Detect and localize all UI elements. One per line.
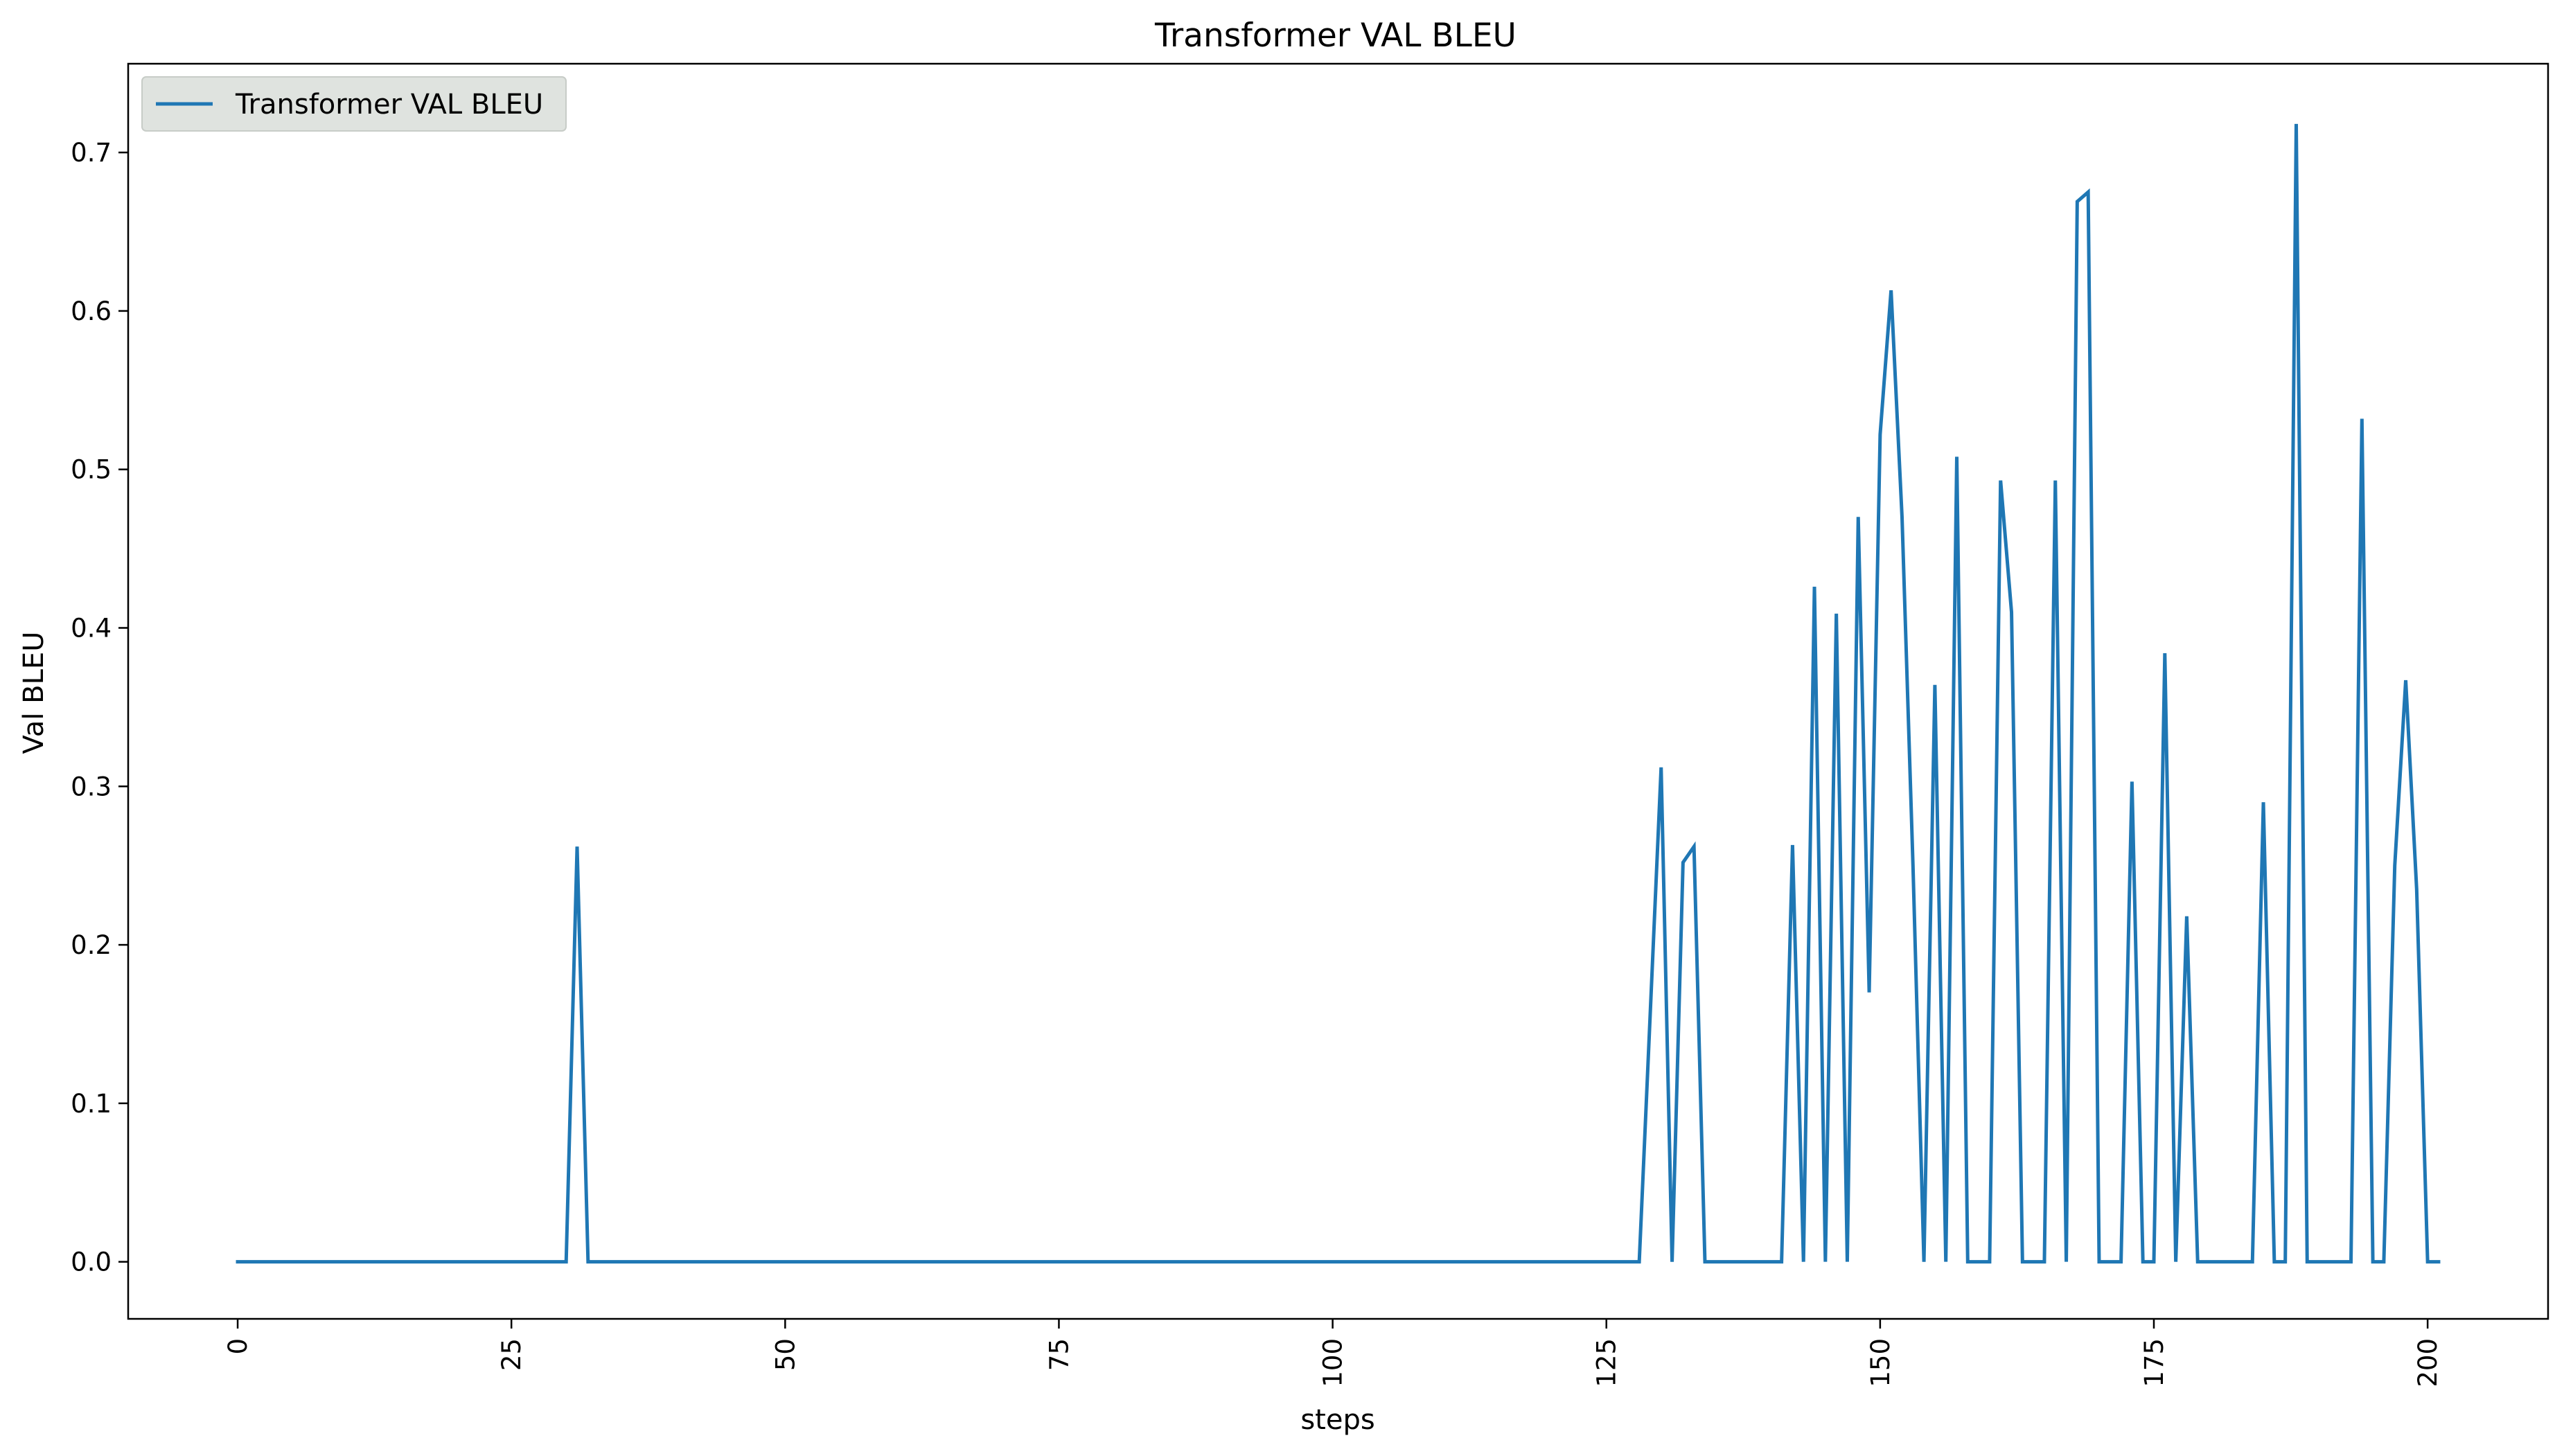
y-axis-label: Val BLEU — [18, 632, 50, 754]
y-axis: 0.0 0.1 0.2 0.3 0.4 0.5 0.6 0.7 — [71, 138, 128, 1277]
x-tick-label: 125 — [1592, 1338, 1622, 1387]
y-tick-label: 0.0 — [71, 1248, 112, 1277]
y-tick-label: 0.2 — [71, 930, 112, 960]
y-tick-label: 0.5 — [71, 455, 112, 485]
x-tick-label: 50 — [770, 1338, 800, 1371]
chart-title: Transformer VAL BLEU — [1154, 17, 1517, 55]
series-layer — [236, 123, 2441, 1264]
legend-box — [141, 76, 567, 132]
plot-frame — [127, 62, 2549, 1320]
x-tick-label: 100 — [1318, 1338, 1348, 1387]
x-tick-label: 200 — [2413, 1338, 2443, 1387]
plot-area — [127, 62, 2549, 1320]
y-tick-label: 0.3 — [71, 772, 112, 801]
x-axis: 0 25 50 75 100 125 150 175 200 — [223, 1319, 2443, 1387]
y-tick-label: 0.1 — [71, 1089, 112, 1119]
x-tick-label: 75 — [1044, 1338, 1074, 1371]
x-tick-label: 150 — [1866, 1338, 1895, 1387]
x-tick-label: 0 — [223, 1338, 253, 1355]
y-tick-label: 0.4 — [71, 613, 112, 643]
legend: Transformer VAL BLEU — [141, 76, 567, 132]
plot-background — [128, 64, 2548, 1319]
y-tick-label: 0.6 — [71, 296, 112, 326]
y-tick-label: 0.7 — [71, 138, 112, 168]
series-line — [236, 123, 2441, 1264]
x-tick-label: 175 — [2139, 1338, 2169, 1387]
x-tick-label: 25 — [497, 1338, 527, 1371]
legend-label: Transformer VAL BLEU — [235, 89, 543, 121]
x-axis-label: steps — [1300, 1404, 1374, 1436]
